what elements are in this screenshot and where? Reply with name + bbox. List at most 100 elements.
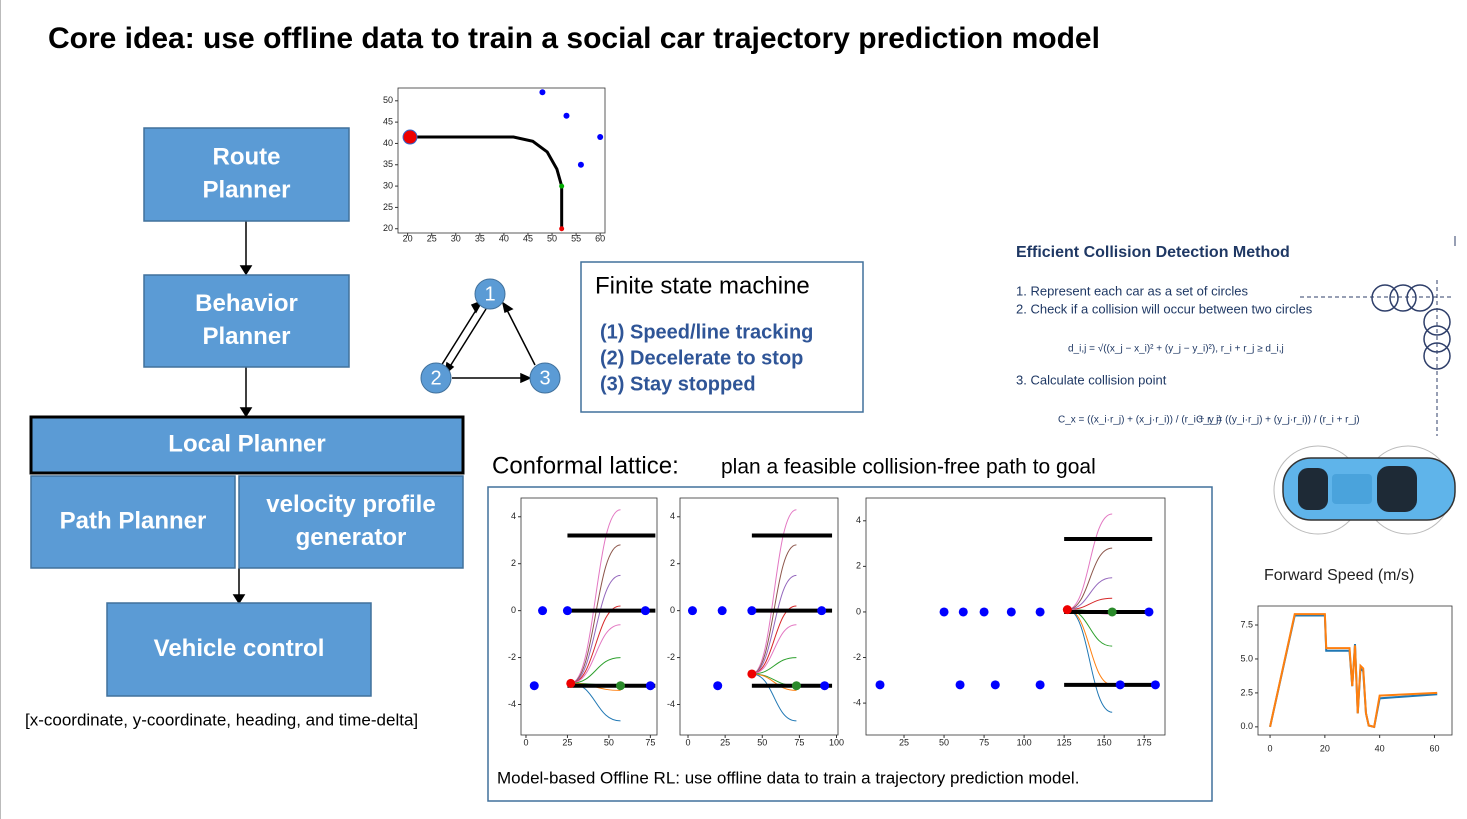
y-tick-label: -2 [508,652,516,662]
agent [990,680,1000,690]
lattice-curve [1067,577,1113,611]
x-tick-label: 55 [571,233,581,243]
lattice-curve [751,673,797,722]
x-tick-label: 125 [1057,737,1072,747]
fsm-state: (3) Stay stopped [600,373,756,395]
fsm-node [474,278,506,310]
agent [820,681,830,691]
agent [955,680,965,690]
x-tick-label: 40 [499,233,509,243]
x-tick-label: 25 [562,737,572,747]
y-tick-label: 0 [511,605,516,615]
agent [529,681,539,691]
x-tick-label: 25 [427,233,437,243]
agent [562,606,572,616]
agent [1035,607,1045,617]
flow-node [29,415,465,475]
agent [717,606,727,616]
plot-frame [1257,605,1453,736]
speed-title: Forward Speed (m/s) [1264,567,1414,584]
agent [939,607,949,617]
fsm-state: (2) Decelerate to stop [600,347,803,369]
y-tick-label: 7.5 [1240,619,1253,629]
flow-arrows [232,221,253,605]
agent [597,134,604,141]
y-tick-label: 50 [383,95,393,105]
flow-node-label: Path Planner [60,507,207,534]
x-tick-label: 75 [794,737,804,747]
x-tick-label: 60 [1429,743,1439,753]
fsm-nodes: 1 2 3 [420,278,561,394]
collision-step: 3. Calculate collision point [1016,372,1167,387]
y-tick-label: 5.0 [1240,653,1253,663]
car-illustration [1273,445,1456,535]
plot-frame [865,497,1166,736]
agent [875,680,885,690]
y-tick-label: 0 [670,605,675,615]
formula: C_x = ((x_i·r_j) + (x_j·r_i)) / (r_i + r… [1058,415,1222,426]
flow-node [143,127,350,222]
flow-node-label: Vehicle control [154,635,325,662]
lattice-curve [751,657,797,675]
collision-circles [1300,236,1456,436]
lattice-curve [1067,547,1113,611]
waypoint [559,183,565,189]
x-tick-label: 50 [604,737,614,747]
x-tick-label: 25 [899,737,909,747]
agent [539,89,546,96]
x-tick-label: 45 [523,233,533,243]
fsm-node-label: 3 [539,367,550,389]
goal-point [791,681,801,691]
agent [1115,680,1125,690]
x-tick-label: 0 [1268,743,1273,753]
y-tick-label: 25 [383,202,393,212]
y-tick-label: 4 [670,511,675,521]
y-tick-label: 4 [511,511,516,521]
x-tick-label: 175 [1137,737,1152,747]
formula: d_i,j = √((x_j − x_i)² + (y_j − y_i)²), … [1068,343,1284,355]
formula: C_y = ((y_i·r_j) + (y_j·r_i)) / (r_i + r… [1196,415,1360,426]
flow-node-label: Planner [202,323,290,350]
agent [979,607,989,617]
flow-node-label: Planner [202,176,290,203]
lattice-curve [751,605,797,675]
agent [817,606,827,616]
x-tick-label: 0 [523,737,528,747]
flow-node [30,475,236,569]
lattice-curve [1067,513,1113,611]
y-tick-label: 35 [383,159,393,169]
flow-node-label: velocity profile [266,491,435,518]
flow-node-label: Route [213,143,281,170]
y-tick-label: 20 [383,223,393,233]
flow-node-label: generator [296,524,407,551]
agent [1150,680,1160,690]
y-tick-label: -4 [508,699,516,709]
y-tick-label: 2 [856,561,861,571]
y-tick-label: -2 [667,652,675,662]
agent [1144,607,1154,617]
fsm-node [420,362,452,394]
y-tick-label: 2.5 [1240,687,1253,697]
x-tick-label: 50 [757,737,767,747]
agent [538,606,548,616]
plot-frame [397,87,606,234]
y-tick-label: 2 [511,558,516,568]
x-tick-label: 50 [547,233,557,243]
agent [563,112,570,119]
collision-title: Efficient Collision Detection Method [1016,244,1290,261]
lattice-curve [570,509,621,684]
agent [958,607,968,617]
agent [640,606,650,616]
x-tick-label: 35 [475,233,485,243]
y-tick-label: 45 [383,116,393,126]
x-tick-label: 50 [939,737,949,747]
x-tick-label: 0 [686,737,691,747]
y-tick-label: 0 [856,606,861,616]
flow-node-label: Local Planner [168,430,325,457]
goal-point [1107,607,1117,617]
y-tick-label: 2 [670,558,675,568]
agent [747,606,757,616]
lattice-curve [570,574,621,684]
lattice-curve [570,544,621,684]
